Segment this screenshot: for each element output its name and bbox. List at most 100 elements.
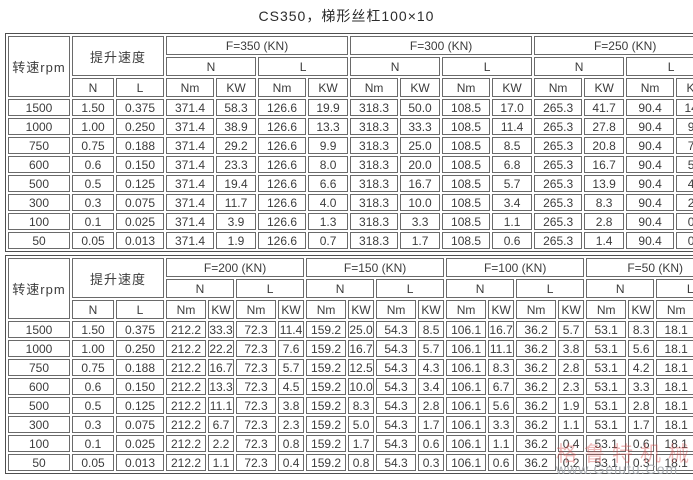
value-cell: 318.3 <box>350 194 399 211</box>
table-row: 50 0.05 0.013 371.4 1.9 126.6 0.7 318.3 1.7 108.5… <box>8 232 693 249</box>
value-cell: 53.1 <box>586 321 627 338</box>
spec-table-bottom-head: 转速rpm 提升速度 F=200 (KN) F=150 (KN) F=100 (KN) F… <box>8 258 693 319</box>
value-cell: 90.4 <box>626 194 675 211</box>
value-cell: 18.1 <box>656 397 693 414</box>
value-cell: 159.2 <box>306 378 347 395</box>
value-cell: 106.1 <box>446 397 487 414</box>
lift-speed-l-cell: 0.375 <box>116 99 165 116</box>
torque-unit-header: Nm <box>258 78 307 97</box>
force-group-header: F=300 (KN) <box>350 36 533 55</box>
lift-speed-header: 提升速度 <box>72 36 165 76</box>
value-cell: 36.2 <box>516 359 557 376</box>
value-cell: 1.1 <box>558 416 585 433</box>
torque-unit-header: Nm <box>446 300 487 319</box>
rpm-cell: 1500 <box>8 99 70 116</box>
page-title: CS350，梯形丝杠100×10 <box>258 8 435 24</box>
lift-speed-l-cell: 0.013 <box>116 454 165 471</box>
value-cell: 1.1 <box>208 454 235 471</box>
value-cell: 5.6 <box>488 397 515 414</box>
value-cell: 2.2 <box>208 435 235 452</box>
value-cell: 72.3 <box>236 378 277 395</box>
table-row: 100 0.1 0.025 371.4 3.9 126.6 1.3 318.3 3.3 108.5… <box>8 213 693 230</box>
value-cell: 212.2 <box>166 359 207 376</box>
value-cell: 29.2 <box>216 137 257 154</box>
value-cell: 108.5 <box>442 232 491 249</box>
value-cell: 212.2 <box>166 454 207 471</box>
lift-speed-l-cell: 0.150 <box>116 156 165 173</box>
lift-n-header: N <box>72 300 114 319</box>
value-cell: 371.4 <box>166 99 215 116</box>
value-cell: 3.3 <box>400 213 441 230</box>
value-cell: 1.3 <box>308 213 349 230</box>
value-cell: 36.2 <box>516 416 557 433</box>
force-group-header: F=250 (KN) <box>534 36 693 55</box>
value-cell: 27.8 <box>584 118 625 135</box>
value-cell: 19.4 <box>216 175 257 192</box>
value-cell: 108.5 <box>442 175 491 192</box>
value-cell: 72.3 <box>236 340 277 357</box>
value-cell: 126.6 <box>258 175 307 192</box>
value-cell: 108.5 <box>442 99 491 116</box>
value-cell: 212.2 <box>166 378 207 395</box>
value-cell: 36.2 <box>516 378 557 395</box>
rpm-cell: 100 <box>8 213 70 230</box>
value-cell: 54.3 <box>376 359 417 376</box>
power-unit-header: KW <box>488 300 515 319</box>
force-group-header: F=100 (KN) <box>446 258 585 277</box>
value-cell: 54.3 <box>376 416 417 433</box>
lift-speed-n-cell: 0.05 <box>72 454 114 471</box>
value-cell: 54.3 <box>376 340 417 357</box>
spec-table-bottom: 转速rpm 提升速度 F=200 (KN) F=150 (KN) F=100 (KN) F… <box>5 255 693 474</box>
lift-speed-l-cell: 0.025 <box>116 435 165 452</box>
power-unit-header: KW <box>400 78 441 97</box>
value-cell: 18.1 <box>656 321 693 338</box>
value-cell: 1.7 <box>418 416 445 433</box>
spec-table-top-head: 转速rpm 提升速度 F=350 (KN) F=300 (KN) F=250 (KN) N… <box>8 36 693 97</box>
value-cell: 36.2 <box>516 454 557 471</box>
value-cell: 6.6 <box>308 175 349 192</box>
value-cell: 1.4 <box>584 232 625 249</box>
value-cell: 212.2 <box>166 435 207 452</box>
l-column-header: L <box>376 279 445 298</box>
rpm-cell: 600 <box>8 156 70 173</box>
value-cell: 7.1 <box>676 137 693 154</box>
value-cell: 0.3 <box>418 454 445 471</box>
value-cell: 106.1 <box>446 321 487 338</box>
power-unit-header: KW <box>584 78 625 97</box>
value-cell: 159.2 <box>306 321 347 338</box>
value-cell: 8.3 <box>348 397 375 414</box>
rpm-cell: 1500 <box>8 321 70 338</box>
power-unit-header: KW <box>558 300 585 319</box>
l-column-header: L <box>236 279 305 298</box>
value-cell: 90.4 <box>626 156 675 173</box>
power-unit-header: KW <box>208 300 235 319</box>
value-cell: 1.9 <box>216 232 257 249</box>
value-cell: 72.3 <box>236 397 277 414</box>
value-cell: 0.4 <box>558 435 585 452</box>
value-cell: 54.3 <box>376 378 417 395</box>
value-cell: 53.1 <box>586 416 627 433</box>
value-cell: 4.5 <box>278 378 305 395</box>
torque-unit-header: Nm <box>534 78 583 97</box>
table-row: 300 0.3 0.075 212.2 6.7 72.3 2.3 159.2 5.0 54.3 1.… <box>8 416 693 433</box>
table-row: 1000 1.00 0.250 212.2 22.2 72.3 7.6 159.2 16.7 54… <box>8 340 693 357</box>
value-cell: 90.4 <box>626 137 675 154</box>
value-cell: 126.6 <box>258 232 307 249</box>
value-cell: 2.3 <box>558 378 585 395</box>
value-cell: 265.3 <box>534 194 583 211</box>
lift-speed-n-cell: 0.5 <box>72 175 114 192</box>
header-row: NLNmKWNmKWNmKWNmKWNmKWNmKWNmKWNmKW <box>8 300 693 319</box>
n-column-header: N <box>350 57 441 76</box>
value-cell: 6.7 <box>488 378 515 395</box>
value-cell: 108.5 <box>442 213 491 230</box>
value-cell: 265.3 <box>534 137 583 154</box>
torque-unit-header: Nm <box>442 78 491 97</box>
value-cell: 10.0 <box>348 378 375 395</box>
lift-speed-n-cell: 0.3 <box>72 416 114 433</box>
value-cell: 106.1 <box>446 378 487 395</box>
table-row: 600 0.6 0.150 212.2 13.3 72.3 4.5 159.2 10.0 54.3… <box>8 378 693 395</box>
value-cell: 4.3 <box>418 359 445 376</box>
value-cell: 5.7 <box>278 359 305 376</box>
speed-column-header: 转速rpm <box>8 36 70 97</box>
n-column-header: N <box>166 279 235 298</box>
